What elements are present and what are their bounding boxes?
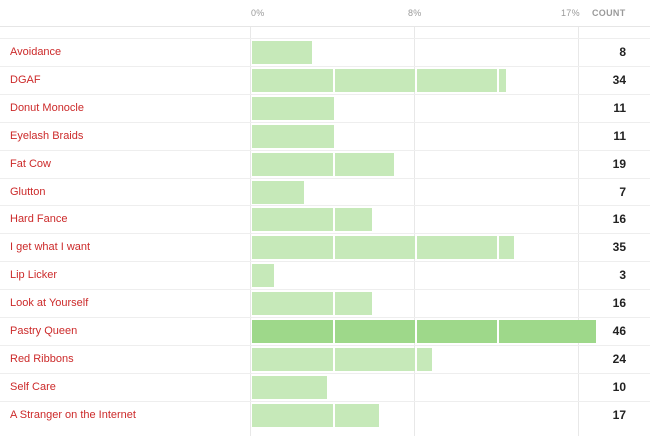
bar-separator (333, 208, 335, 231)
bar-track (251, 95, 578, 122)
table-row: DGAF 34 (0, 66, 650, 94)
gridline-0 (250, 27, 251, 436)
bar-track (251, 151, 578, 178)
bar-separator (415, 320, 417, 343)
bar-separator (333, 153, 335, 176)
count-value: 34 (612, 73, 626, 87)
table-row: Self Care 10 (0, 373, 650, 401)
table-row: A Stranger on the Internet 17 (0, 401, 650, 429)
count-column-header: COUNT (592, 8, 626, 18)
table-row: Look at Yourself 16 (0, 289, 650, 317)
bar (252, 181, 304, 204)
table-row: Glutton 7 (0, 178, 650, 206)
option-label[interactable]: A Stranger on the Internet (10, 409, 136, 421)
bar-track (251, 206, 578, 233)
bar-track (251, 67, 578, 94)
count-value: 3 (619, 268, 626, 282)
count-value: 16 (612, 212, 626, 226)
tick-label-2: 17% (561, 8, 580, 18)
bar (252, 125, 334, 148)
bar-separator (333, 236, 335, 259)
bar-separator (415, 236, 417, 259)
bar-separator (333, 404, 335, 427)
bar-track (251, 262, 578, 289)
option-label[interactable]: Fat Cow (10, 158, 51, 170)
bar-separator (333, 69, 335, 92)
table-row: Donut Monocle 11 (0, 94, 650, 122)
option-label[interactable]: Pastry Queen (10, 325, 78, 337)
table-row: Pastry Queen 46 (0, 317, 650, 345)
count-value: 17 (612, 408, 626, 422)
option-label[interactable]: Eyelash Braids (10, 130, 84, 142)
bar-track (251, 290, 578, 317)
option-label[interactable]: Hard Fance (10, 213, 68, 225)
table-row: Lip Licker 3 (0, 261, 650, 289)
count-value: 10 (612, 380, 626, 394)
table-row: Fat Cow 19 (0, 150, 650, 178)
bar (252, 69, 506, 92)
tick-label-0: 0% (251, 8, 265, 18)
bar-separator (333, 320, 335, 343)
count-value: 19 (612, 157, 626, 171)
bar (252, 236, 514, 259)
bar (252, 97, 334, 120)
count-value: 24 (612, 352, 626, 366)
option-label[interactable]: I get what I want (10, 241, 91, 253)
table-row: I get what I want 35 (0, 233, 650, 261)
bar-separator (497, 236, 499, 259)
gridline-1 (414, 27, 415, 436)
results-header: 0% 8% 17% COUNT (0, 0, 650, 27)
bar-track (251, 346, 578, 373)
option-label[interactable]: Avoidance (10, 46, 62, 58)
option-label[interactable]: Look at Yourself (10, 297, 89, 309)
bar-separator (415, 69, 417, 92)
option-label[interactable]: Red Ribbons (10, 353, 74, 365)
count-value: 8 (619, 45, 626, 59)
count-value: 11 (613, 101, 626, 115)
table-row: Red Ribbons 24 (0, 345, 650, 373)
bar-separator (415, 348, 417, 371)
bar (252, 208, 372, 231)
bar (252, 292, 372, 315)
bar-separator (497, 69, 499, 92)
option-label[interactable]: DGAF (10, 74, 41, 86)
bar (252, 348, 432, 371)
bar (252, 404, 379, 427)
count-value: 35 (612, 240, 626, 254)
bar (252, 153, 394, 176)
option-label[interactable]: Self Care (10, 381, 56, 393)
bar (252, 376, 327, 399)
count-value: 7 (619, 185, 626, 199)
count-value: 16 (612, 296, 626, 310)
bar (252, 320, 596, 343)
bar-separator (333, 292, 335, 315)
bar (252, 264, 274, 287)
gridline-2 (578, 27, 579, 436)
option-label[interactable]: Glutton (10, 186, 46, 198)
bar-track (251, 374, 578, 401)
table-row: Avoidance 8 (0, 38, 650, 66)
table-row: Hard Fance 16 (0, 205, 650, 233)
bar (252, 41, 312, 64)
bar-track (251, 39, 578, 66)
option-label[interactable]: Donut Monocle (10, 102, 84, 114)
bar-separator (333, 348, 335, 371)
count-value: 11 (613, 129, 626, 143)
bar-track (251, 234, 578, 261)
tick-label-1: 8% (408, 8, 422, 18)
bar-separator (497, 320, 499, 343)
count-value: 46 (612, 324, 626, 338)
bar-track (251, 402, 578, 429)
option-label[interactable]: Lip Licker (10, 269, 58, 281)
table-row: Eyelash Braids 11 (0, 122, 650, 150)
bar-track (251, 318, 596, 345)
bar-track (251, 179, 578, 206)
bar-track (251, 123, 578, 150)
